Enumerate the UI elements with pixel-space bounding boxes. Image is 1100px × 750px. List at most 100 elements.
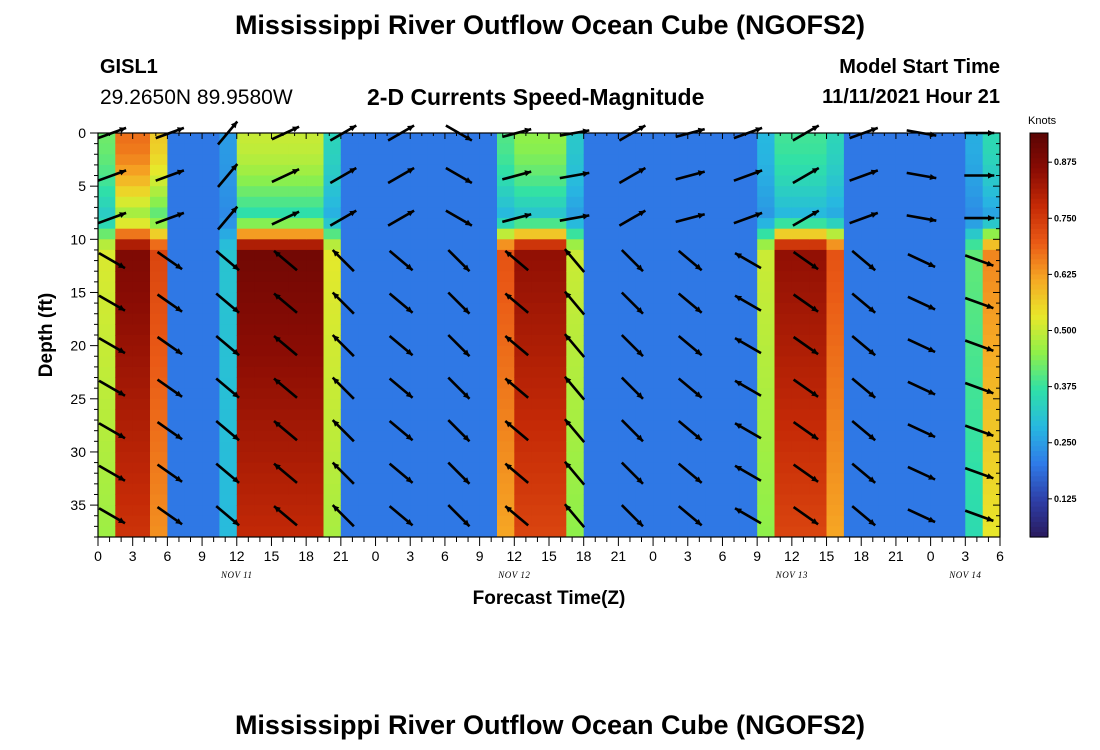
heatmap-cell — [791, 260, 810, 272]
heatmap-cell — [167, 196, 186, 208]
heatmap-cell — [150, 515, 168, 527]
heatmap-cell — [531, 324, 550, 336]
heatmap-cell — [427, 313, 446, 325]
colorbar-segment — [1030, 239, 1048, 245]
heatmap-cell — [219, 505, 238, 517]
heatmap-cell — [843, 271, 862, 283]
heatmap-cell — [98, 154, 116, 166]
heatmap-cell — [739, 281, 758, 293]
heatmap-cell — [150, 324, 168, 336]
heatmap-cell — [739, 154, 758, 166]
heatmap-cell — [150, 420, 168, 432]
heatmap-cell — [427, 451, 446, 463]
heatmap-cell — [635, 271, 654, 283]
heatmap-cell — [878, 218, 897, 230]
vector-head — [505, 506, 512, 513]
heatmap-cell — [375, 515, 394, 527]
heatmap-cell — [601, 505, 619, 517]
heatmap-cell — [982, 483, 1001, 495]
vector-arrow — [98, 294, 126, 312]
heatmap-cell — [982, 324, 1001, 336]
heatmap-cell — [392, 292, 411, 304]
heatmap-cell — [982, 505, 1001, 517]
vector-arrow — [851, 505, 877, 527]
heatmap-cell — [878, 239, 897, 251]
heatmap-cell — [913, 260, 932, 272]
heatmap-cell — [444, 207, 463, 219]
vector-arrow — [851, 292, 877, 314]
heatmap-cell — [132, 462, 151, 474]
heatmap-cell — [774, 398, 793, 410]
heatmap-cell — [670, 186, 689, 198]
heatmap-cell — [722, 505, 741, 517]
heatmap-cell — [705, 526, 723, 538]
heatmap-cell — [913, 388, 932, 400]
heatmap-cell — [306, 175, 324, 187]
heatmap-cell — [202, 388, 220, 400]
heatmap-cell — [791, 281, 810, 293]
heatmap-cell — [774, 451, 793, 463]
heatmap-cell — [358, 505, 376, 517]
heatmap-cell — [948, 451, 966, 463]
colorbar-segment — [1030, 506, 1048, 513]
heatmap-cell — [202, 154, 220, 166]
heatmap-cell — [635, 526, 654, 538]
heatmap-cell — [566, 483, 585, 495]
heatmap-cell — [202, 345, 220, 357]
heatmap-cell — [878, 441, 897, 453]
heatmap-cell — [167, 143, 186, 155]
heatmap-cell — [184, 398, 203, 410]
heatmap-cell — [115, 249, 134, 261]
heatmap-cell — [965, 303, 984, 315]
heatmap-cell — [219, 292, 238, 304]
heatmap-cell — [236, 515, 255, 527]
heatmap-cell — [583, 154, 602, 166]
heatmap-cell — [965, 526, 984, 538]
heatmap-cell — [444, 175, 463, 187]
heatmap-cell — [653, 303, 671, 315]
heatmap-cell — [479, 218, 498, 230]
heatmap-cell — [479, 345, 498, 357]
heatmap-cell — [895, 164, 914, 176]
heatmap-cell — [306, 420, 324, 432]
vector-arrow — [447, 249, 471, 273]
heatmap-cell — [236, 366, 255, 378]
heatmap-cell — [98, 526, 116, 538]
heatmap-cell — [514, 228, 533, 240]
vector-arrow — [851, 249, 877, 272]
heatmap-cell — [670, 249, 689, 261]
heatmap-cell — [843, 335, 862, 347]
heatmap-cell — [375, 281, 394, 293]
heatmap-cell — [462, 377, 481, 389]
colorbar-segment — [1030, 254, 1048, 260]
heatmap-cell — [913, 420, 932, 432]
heatmap-cell — [774, 388, 793, 400]
heatmap-cell — [410, 154, 428, 166]
heatmap-cell — [375, 292, 394, 304]
heatmap-cell — [913, 303, 932, 315]
heatmap-cell — [635, 196, 654, 208]
heatmap-cell — [254, 388, 272, 400]
heatmap-cell — [843, 483, 862, 495]
vector-head — [928, 516, 936, 523]
heatmap-cell — [340, 335, 359, 347]
heatmap-cell — [462, 494, 481, 506]
vector-head — [755, 127, 763, 133]
heatmap-cell — [358, 409, 376, 421]
heatmap-cell — [514, 483, 533, 495]
heatmap-cell — [358, 377, 376, 389]
vector-head — [274, 506, 281, 513]
heatmap-cell — [202, 335, 220, 347]
vector-head — [292, 126, 300, 133]
heatmap-cell — [410, 430, 428, 442]
heatmap-cell — [982, 133, 1001, 145]
heatmap-cell — [132, 420, 151, 432]
heatmap-cell — [913, 218, 932, 230]
heatmap-cell — [895, 494, 914, 506]
heatmap-cell — [965, 505, 984, 517]
heatmap-cell — [392, 377, 411, 389]
colorbar-segment — [1030, 274, 1048, 280]
heatmap-cell — [930, 462, 949, 474]
vector-head — [986, 260, 994, 267]
vector-head — [755, 212, 763, 218]
